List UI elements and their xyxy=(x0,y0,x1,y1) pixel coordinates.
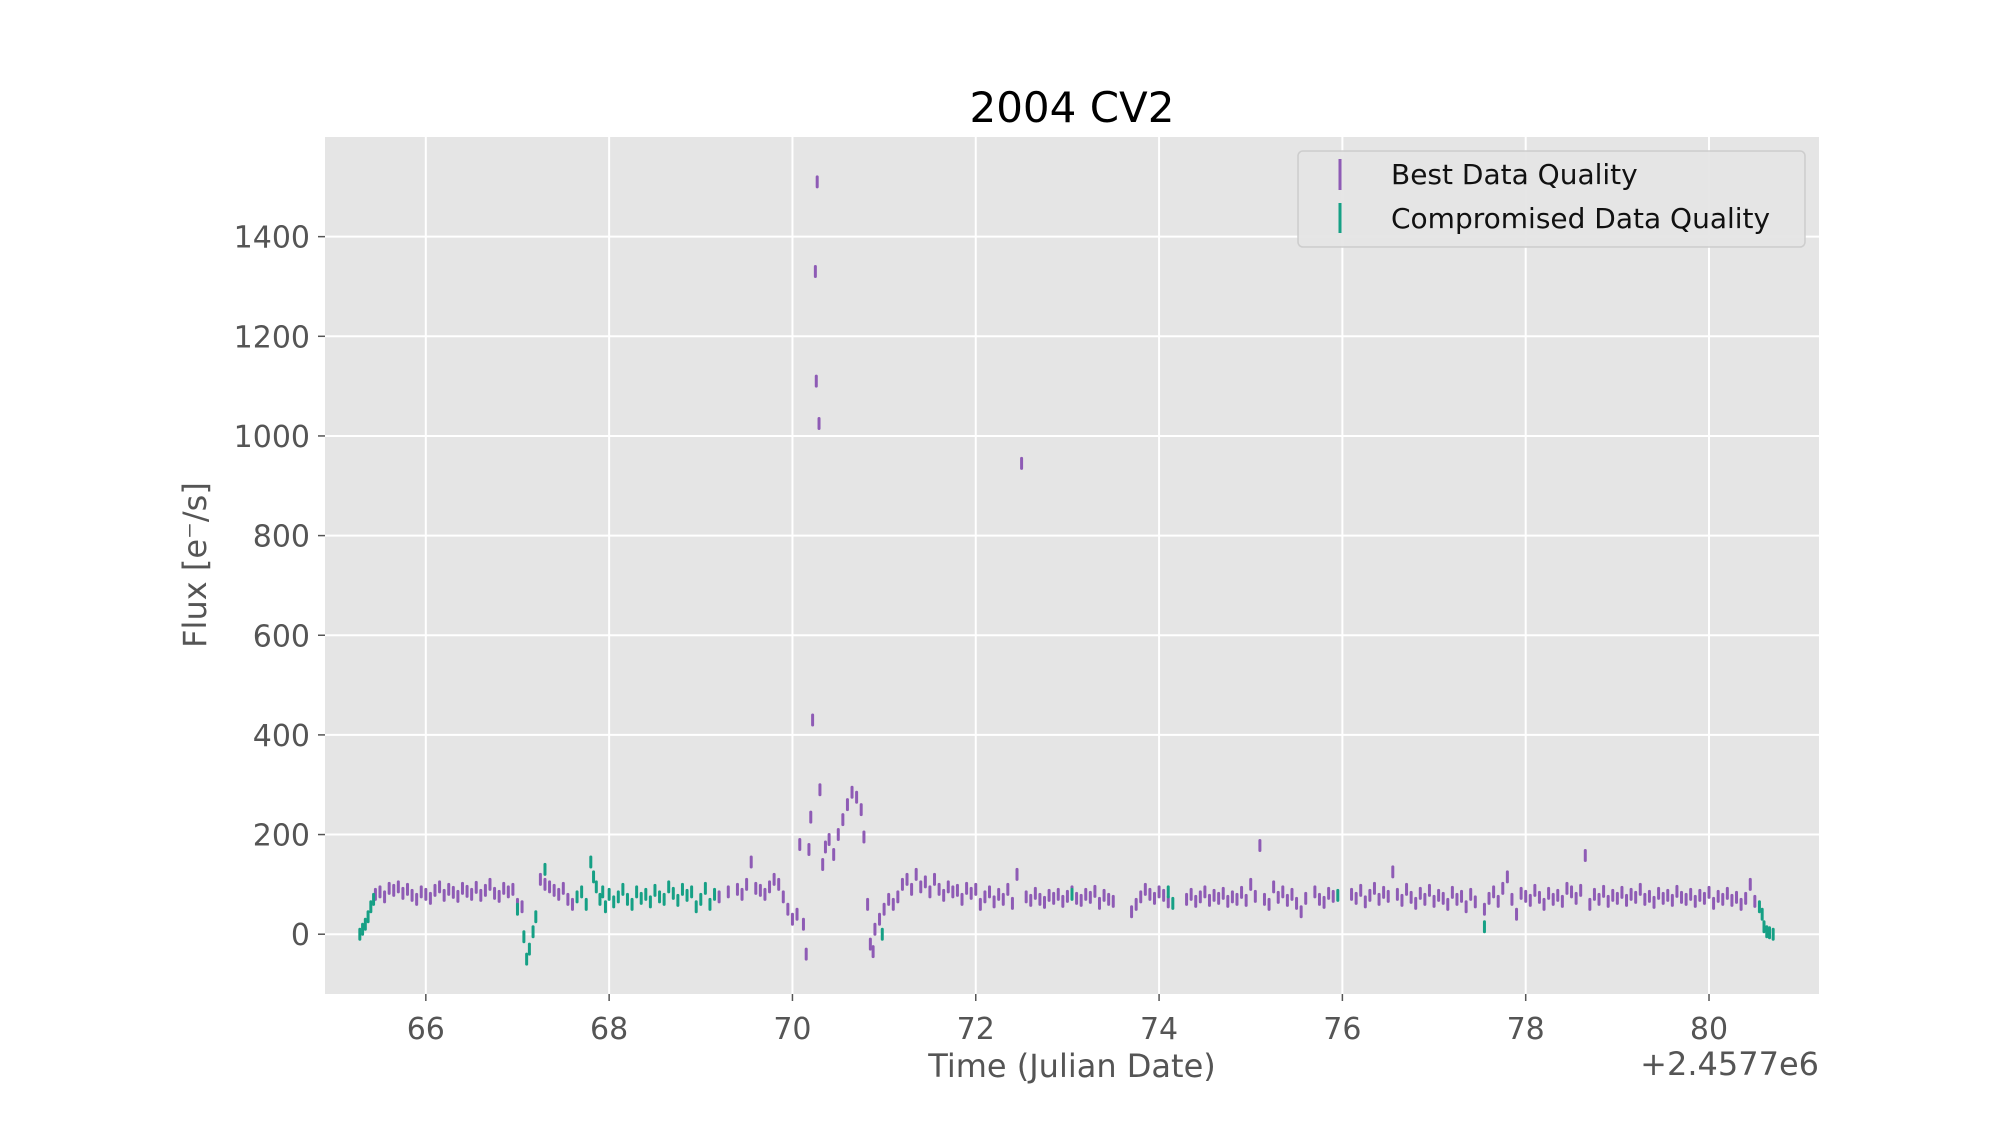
x-axis-ticks: 66 68 70 72 74 76 78 80 xyxy=(407,994,1728,1047)
legend-label-best: Best Data Quality xyxy=(1391,158,1638,191)
y-tick-label: 1000 xyxy=(234,420,310,455)
series-1 xyxy=(358,855,1775,966)
x-tick-label: 68 xyxy=(590,1012,628,1047)
x-tick-label: 70 xyxy=(773,1012,811,1047)
y-tick-label: 200 xyxy=(253,819,310,854)
data-points xyxy=(358,175,1775,966)
x-tick-label: 78 xyxy=(1507,1012,1545,1047)
y-tick-label: 0 xyxy=(291,918,310,953)
x-tick-label: 80 xyxy=(1690,1012,1728,1047)
grid xyxy=(325,137,1819,994)
y-axis-label: Flux [e⁻/s] xyxy=(176,482,214,648)
x-tick-label: 76 xyxy=(1323,1012,1361,1047)
plot-background xyxy=(325,137,1819,994)
x-axis-label: Time (Julian Date) xyxy=(927,1047,1216,1085)
x-tick-label: 72 xyxy=(957,1012,995,1047)
y-tick-label: 1200 xyxy=(234,320,310,355)
y-tick-label: 600 xyxy=(253,619,310,654)
chart-title: 2004 CV2 xyxy=(969,83,1174,132)
legend-box xyxy=(1297,150,1806,248)
legend: Best Data Quality Compromised Data Quali… xyxy=(1297,150,1806,248)
y-tick-label: 400 xyxy=(253,719,310,754)
legend-label-compromised: Compromised Data Quality xyxy=(1391,202,1770,235)
series-0 xyxy=(373,175,1757,961)
y-tick-label: 1400 xyxy=(234,221,310,256)
y-axis-ticks: 0 200 400 600 800 1000 1200 1400 xyxy=(234,221,325,953)
x-tick-label: 66 xyxy=(407,1012,445,1047)
x-tick-label: 74 xyxy=(1140,1012,1178,1047)
x-offset-label: +2.4577e6 xyxy=(1640,1045,1819,1083)
y-tick-label: 800 xyxy=(253,520,310,555)
